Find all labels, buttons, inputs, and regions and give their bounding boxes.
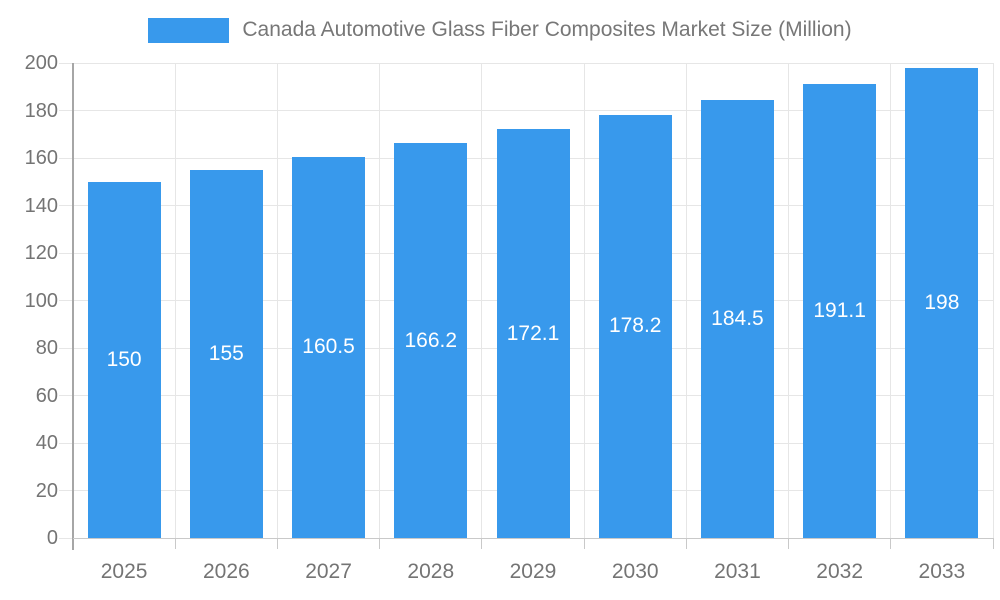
y-tick-label: 200 [24, 52, 58, 74]
x-axis-tick [685, 538, 687, 549]
bar-2029[interactable] [496, 129, 570, 538]
legend[interactable]: Canada Automotive Glass Fiber Composites… [0, 14, 1000, 46]
x-tick-label: 2029 [509, 560, 557, 583]
y-tick-label: 120 [24, 242, 58, 264]
gridline-vertical [276, 63, 278, 538]
y-tick-label: 180 [24, 99, 58, 122]
bar-2026[interactable] [189, 169, 263, 538]
bar-2030[interactable] [598, 114, 672, 538]
x-axis-tick [583, 538, 585, 549]
y-axis-tick [59, 347, 73, 349]
y-tick-label: 140 [24, 194, 58, 217]
bar-2027[interactable] [292, 156, 366, 538]
bar-value-label: 191.1 [813, 299, 866, 323]
x-axis-tick [379, 538, 381, 549]
legend-swatch [148, 17, 230, 43]
y-axis-tick [59, 157, 73, 159]
x-axis-tick [992, 538, 994, 549]
x-tick-label: 2030 [611, 560, 659, 583]
x-tick-label: 2028 [407, 560, 455, 583]
bar-value-label: 155 [208, 341, 244, 365]
y-axis-tick [59, 252, 73, 254]
x-tick-label: 2031 [714, 560, 761, 583]
x-tick-label: 2033 [918, 560, 966, 583]
gridline-horizontal [73, 110, 993, 111]
gridline-vertical [992, 63, 994, 538]
gridline-vertical [583, 63, 585, 538]
bar-2033[interactable] [905, 67, 979, 538]
bar-2032[interactable] [803, 84, 877, 538]
x-axis-tick [788, 538, 790, 549]
y-axis-tick [59, 537, 73, 539]
y-axis-tick [59, 205, 73, 206]
bar-2025[interactable] [87, 181, 161, 538]
y-axis-line [72, 63, 74, 550]
x-tick-label: 2025 [100, 560, 148, 583]
bar-value-label: 178.2 [608, 314, 662, 338]
y-tick-label: 60 [35, 384, 58, 407]
y-axis-tick [59, 110, 73, 111]
x-tick-label: 2026 [202, 560, 250, 583]
x-axis-tick [481, 538, 483, 549]
bar-value-label: 160.5 [302, 335, 355, 359]
y-axis-tick [59, 62, 73, 64]
x-axis-tick [174, 538, 176, 549]
y-axis-tick [59, 395, 73, 396]
y-tick-label: 160 [24, 147, 58, 169]
x-tick-label: 2032 [816, 560, 864, 583]
y-axis-tick [59, 300, 73, 301]
gridline-vertical [890, 63, 892, 538]
x-axis-tick [276, 538, 278, 549]
bar-value-label: 150 [106, 347, 142, 371]
y-tick-label: 40 [35, 432, 58, 454]
y-tick-label: 0 [46, 527, 58, 549]
y-tick-label: 80 [35, 337, 58, 359]
y-tick-label: 20 [35, 479, 58, 502]
gridline-vertical [685, 63, 687, 538]
bar-value-label: 198 [924, 290, 960, 314]
x-axis-tick [890, 538, 892, 549]
gridline-horizontal [73, 62, 993, 64]
bar-value-label: 166.2 [404, 328, 458, 352]
gridline-vertical [174, 63, 176, 538]
legend-label: Canada Automotive Glass Fiber Composites… [242, 18, 852, 41]
bar-2028[interactable] [394, 143, 468, 538]
bar-value-label: 172.1 [506, 321, 560, 345]
y-axis-tick [59, 490, 73, 491]
gridline-vertical [788, 63, 790, 538]
bar-2031[interactable] [700, 99, 774, 538]
y-axis-tick [59, 442, 73, 444]
gridline-vertical [379, 63, 381, 538]
plot-area: 150 155 160.5 166.2 172.1 178.2 184.5 191.1 198 [73, 62, 994, 538]
x-axis-line [73, 538, 993, 539]
x-tick-label: 2027 [305, 560, 352, 583]
gridline-vertical [481, 63, 483, 538]
bar-value-label: 184.5 [711, 306, 764, 330]
y-tick-label: 100 [24, 289, 58, 312]
